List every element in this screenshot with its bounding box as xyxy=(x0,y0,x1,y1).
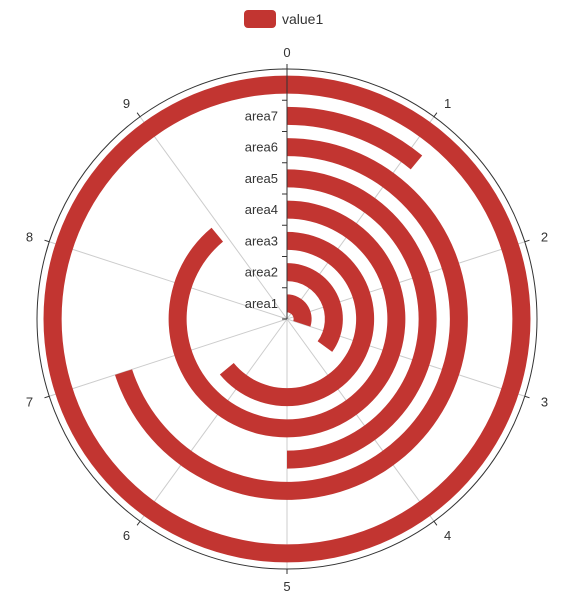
angle-tick-8 xyxy=(44,239,50,243)
radius-label-area2: area2 xyxy=(245,265,278,280)
legend-swatch-value1 xyxy=(244,10,276,28)
angle-gridline-7 xyxy=(49,318,288,397)
radius-label-area7: area7 xyxy=(245,108,278,123)
axes: 0 1 2 3 4 5 6 7 8 9 area1 area2 area3 area4 area5 area6… xyxy=(26,45,548,594)
bar-area3[interactable] xyxy=(219,231,375,407)
legend[interactable]: value1 xyxy=(244,10,323,28)
radius-label-area3: area3 xyxy=(245,233,278,248)
angle-tick-2 xyxy=(524,239,530,243)
angle-tick-label-5: 5 xyxy=(283,579,290,594)
angle-tick-4 xyxy=(433,520,438,526)
radius-label-area4: area4 xyxy=(245,202,278,217)
angle-tick-9 xyxy=(136,112,141,118)
angle-gridline-6 xyxy=(139,318,288,522)
bar-area5[interactable] xyxy=(287,169,437,469)
angle-tick-label-6: 6 xyxy=(123,528,130,543)
angle-tick-label-4: 4 xyxy=(444,528,451,543)
angle-tick-label-2: 2 xyxy=(541,229,548,244)
angle-tick-7 xyxy=(44,395,50,399)
angle-tick-label-1: 1 xyxy=(444,96,451,111)
angle-gridline-4 xyxy=(286,318,435,522)
angle-tick-label-9: 9 xyxy=(123,96,130,111)
radius-label-area5: area5 xyxy=(245,171,278,186)
angle-gridline-9 xyxy=(139,116,288,320)
radius-label-area1: area1 xyxy=(245,296,278,311)
radius-label-area6: area6 xyxy=(245,140,278,155)
angle-gridline-8 xyxy=(49,241,288,320)
legend-label-value1: value1 xyxy=(282,11,323,27)
angle-tick-3 xyxy=(524,395,530,399)
angle-tick-6 xyxy=(136,520,141,526)
bar-area7[interactable] xyxy=(287,106,423,170)
bars xyxy=(43,75,531,563)
bar-area1[interactable] xyxy=(287,294,312,327)
angle-tick-label-8: 8 xyxy=(26,229,33,244)
angle-tick-label-0: 0 xyxy=(283,45,290,60)
angle-tick-label-7: 7 xyxy=(26,395,33,410)
bar-area6[interactable] xyxy=(114,138,468,500)
angle-tick-label-3: 3 xyxy=(541,395,548,410)
angle-tick-1 xyxy=(433,112,438,118)
bar-area2[interactable] xyxy=(287,263,343,352)
